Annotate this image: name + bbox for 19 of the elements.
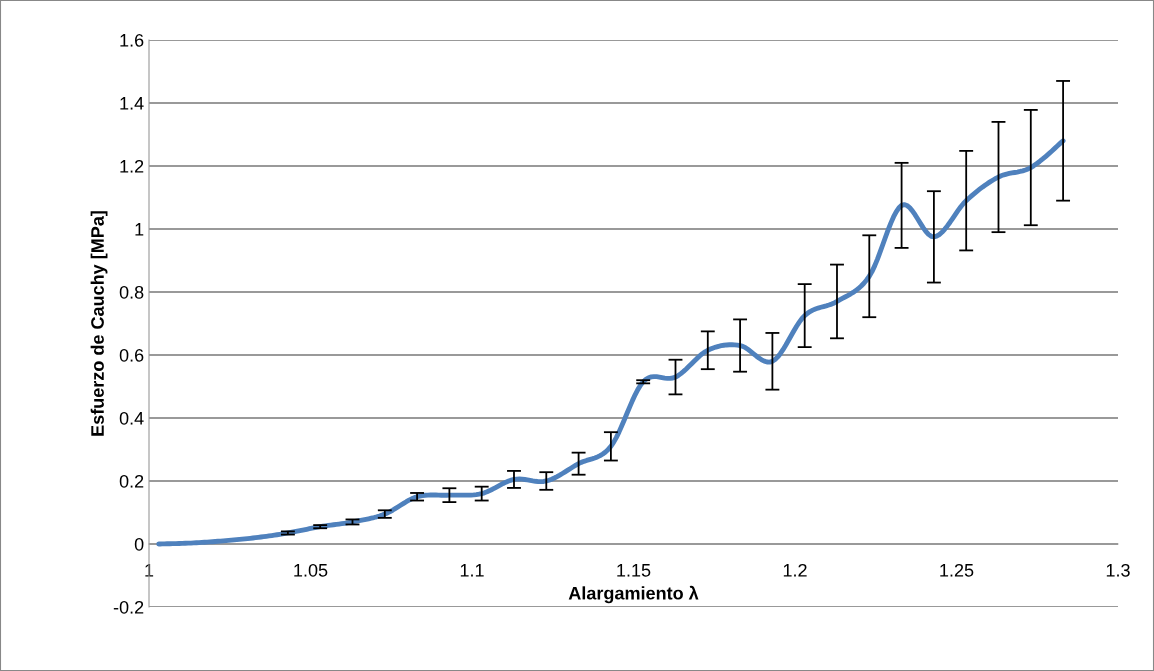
x-tick-label: 1.15 [617, 564, 651, 577]
y-tick-label: 0.4 [119, 411, 144, 425]
y-tick-label: 1.2 [120, 159, 144, 173]
x-axis-title: Alargamiento λ [568, 585, 699, 604]
y-tick-label: 1.4 [120, 97, 144, 110]
y-tick-label: 0.6 [119, 348, 144, 362]
x-tick-label: 1.3 [1106, 563, 1130, 577]
y-tick-label: 0.2 [119, 474, 144, 488]
x-tick-label: 1 [145, 564, 154, 577]
x-tick-label: 1.1 [460, 564, 484, 577]
y-tick-label: 1.6 [120, 33, 144, 47]
y-tick-label: 1 [135, 223, 144, 236]
y-tick-label: 0.8 [119, 285, 144, 299]
x-tick-label: 1.25 [940, 563, 974, 577]
x-tick-label: 1.2 [783, 563, 807, 577]
x-tick-label: 1.05 [294, 563, 328, 577]
y-axis-title: Esfuerzo de Cauchy [MPa] [90, 211, 108, 436]
y-tick-label: -0.2 [113, 600, 144, 614]
y-tick-label: 0 [134, 537, 144, 551]
